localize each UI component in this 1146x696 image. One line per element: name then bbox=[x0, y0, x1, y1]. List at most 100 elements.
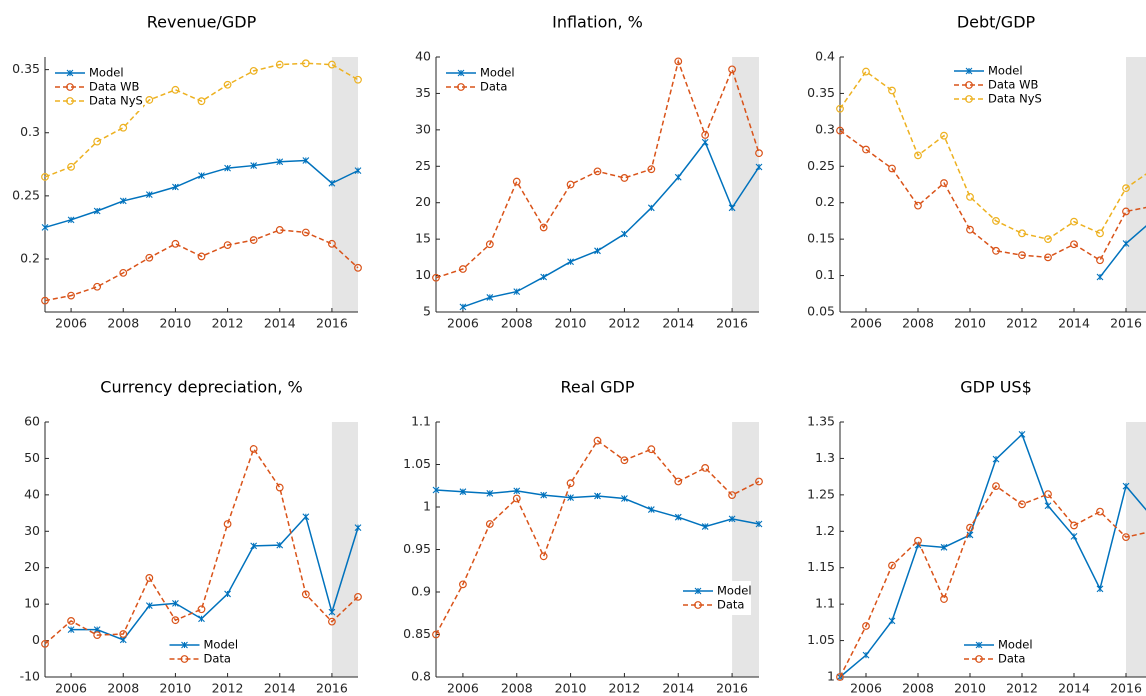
marker bbox=[1096, 256, 1104, 265]
marker bbox=[223, 80, 232, 89]
x-tick-label: 2006 bbox=[447, 681, 479, 696]
x-tick-label: 2016 bbox=[1110, 316, 1142, 331]
marker bbox=[119, 268, 128, 277]
y-tick-label: 10 bbox=[24, 596, 40, 611]
marker bbox=[276, 541, 284, 549]
x-tick-label: 2016 bbox=[1110, 681, 1142, 696]
marker bbox=[354, 592, 362, 601]
legend-label: Data NyS bbox=[89, 94, 143, 108]
marker bbox=[975, 641, 983, 649]
marker bbox=[992, 455, 1000, 463]
marker bbox=[145, 96, 154, 104]
marker bbox=[1044, 502, 1052, 510]
x-tick-label: 2008 bbox=[902, 316, 934, 331]
marker bbox=[1018, 500, 1026, 509]
y-tick-label: 0.95 bbox=[403, 541, 431, 556]
y-tick-label: 1.1 bbox=[815, 596, 835, 611]
marker bbox=[301, 228, 310, 237]
legend-label: Data NyS bbox=[988, 92, 1042, 106]
marker bbox=[620, 456, 629, 465]
marker bbox=[224, 164, 231, 172]
marker bbox=[250, 162, 258, 169]
marker bbox=[67, 216, 75, 224]
marker bbox=[728, 65, 736, 74]
y-tick-label: 5 bbox=[423, 304, 431, 319]
marker bbox=[647, 506, 655, 513]
marker bbox=[328, 179, 336, 187]
marker bbox=[275, 60, 284, 69]
marker bbox=[171, 85, 180, 94]
marker bbox=[621, 495, 628, 502]
series-line bbox=[839, 70, 1146, 240]
marker bbox=[302, 513, 310, 521]
marker bbox=[594, 492, 601, 500]
marker bbox=[512, 494, 521, 503]
series-line bbox=[839, 485, 1146, 678]
y-tick-label: 10 bbox=[415, 267, 431, 282]
marker bbox=[566, 479, 575, 488]
x-tick-label: 2010 bbox=[555, 681, 587, 696]
x-tick-label: 2012 bbox=[212, 681, 244, 696]
y-tick-label: 50 bbox=[24, 450, 40, 465]
panel: Real GDP 2006 2008 2010 2012 2014 2016 0.8 0.85 0… bbox=[403, 378, 763, 696]
marker bbox=[249, 445, 258, 453]
y-tick-label: 20 bbox=[415, 194, 431, 209]
marker bbox=[674, 173, 682, 181]
legend-box bbox=[442, 63, 514, 97]
y-tick-label: 1.3 bbox=[815, 450, 835, 465]
panel: Inflation, % 2006 2008 2010 2012 2014 2016 5 10 1… bbox=[415, 13, 763, 331]
x-tick-label: 2010 bbox=[954, 316, 986, 331]
marker bbox=[432, 486, 440, 494]
marker bbox=[965, 81, 973, 89]
x-tick-label: 2014 bbox=[264, 316, 296, 331]
marker bbox=[621, 230, 628, 238]
legend-box bbox=[679, 581, 751, 615]
y-tick-label: 0.35 bbox=[807, 85, 835, 100]
x-tick-label: 2012 bbox=[1006, 681, 1038, 696]
marker bbox=[992, 246, 1000, 255]
y-tick-label: 20 bbox=[24, 559, 40, 574]
marker bbox=[940, 543, 948, 551]
marker bbox=[93, 631, 102, 640]
marker bbox=[41, 296, 49, 305]
marker bbox=[566, 180, 575, 189]
marker bbox=[1044, 235, 1052, 244]
marker bbox=[459, 303, 467, 311]
marker bbox=[172, 183, 179, 191]
marker bbox=[1122, 184, 1130, 193]
x-tick-label: 2010 bbox=[160, 681, 192, 696]
marker bbox=[593, 167, 602, 176]
marker bbox=[249, 236, 258, 244]
marker bbox=[862, 651, 870, 659]
y-tick-label: 30 bbox=[415, 121, 431, 136]
marker bbox=[145, 253, 154, 262]
marker bbox=[1070, 521, 1078, 530]
marker bbox=[966, 531, 974, 539]
y-tick-label: 1 bbox=[827, 669, 835, 684]
marker bbox=[965, 95, 973, 103]
panel-title: Revenue/GDP bbox=[147, 13, 257, 32]
marker bbox=[119, 630, 128, 638]
marker bbox=[275, 483, 284, 492]
y-tick-label: 0.1 bbox=[815, 267, 835, 282]
marker bbox=[512, 177, 521, 186]
marker bbox=[171, 616, 180, 625]
y-tick-label: 0.15 bbox=[807, 231, 835, 246]
marker bbox=[485, 520, 494, 528]
panel-title: Currency depreciation, % bbox=[100, 378, 302, 397]
x-tick-label: 2014 bbox=[1058, 316, 1090, 331]
marker bbox=[728, 491, 736, 500]
panel-title: GDP US$ bbox=[960, 378, 1032, 397]
marker bbox=[728, 204, 736, 212]
marker bbox=[1070, 217, 1078, 226]
marker bbox=[674, 477, 683, 486]
legend-label: Model bbox=[89, 66, 124, 80]
marker bbox=[620, 174, 629, 182]
marker bbox=[66, 69, 74, 77]
marker bbox=[862, 67, 870, 76]
marker bbox=[197, 97, 206, 106]
marker bbox=[328, 617, 336, 626]
